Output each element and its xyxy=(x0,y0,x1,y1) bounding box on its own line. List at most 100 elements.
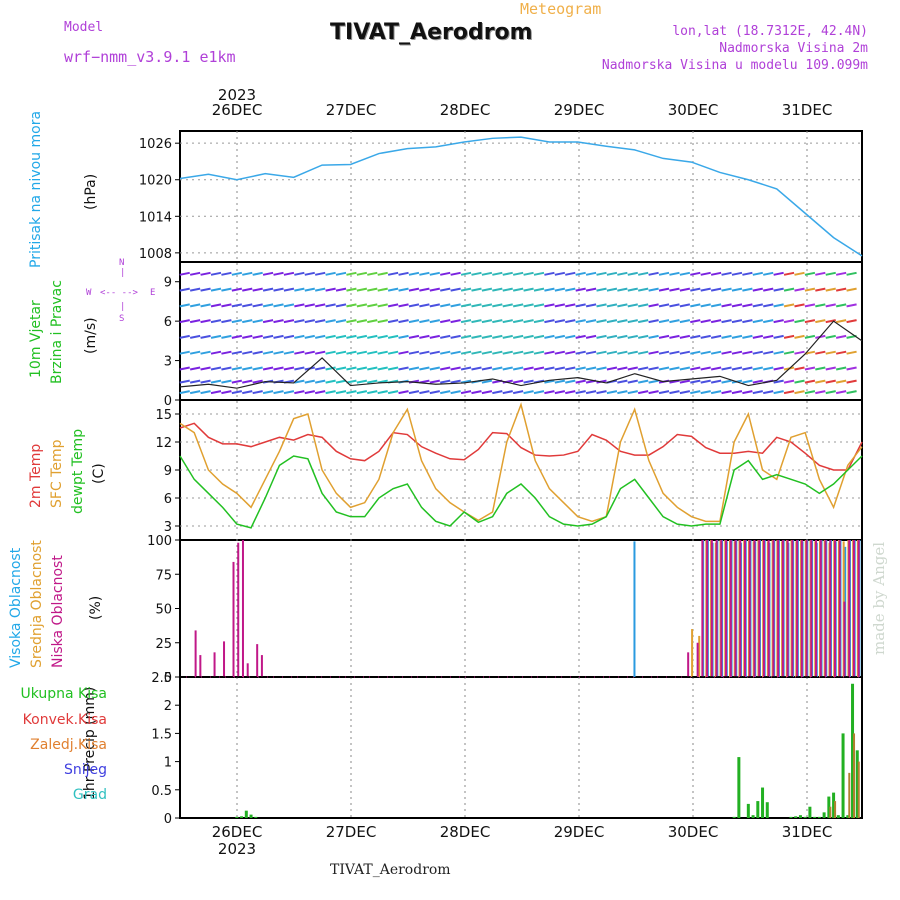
wind-arrow xyxy=(794,350,805,355)
model-label: Model xyxy=(64,20,104,35)
wind-arrow xyxy=(429,390,440,395)
wind-arrow xyxy=(429,366,440,371)
wind-arrow xyxy=(273,390,284,395)
wind-arrow xyxy=(804,379,816,384)
total-precip-bar xyxy=(761,787,765,818)
wind-arrow xyxy=(231,319,243,324)
wind-arrow xyxy=(710,334,722,339)
wind-arrow xyxy=(325,334,336,339)
total-precip-bar xyxy=(822,812,826,818)
wind-arrow xyxy=(377,303,388,308)
wind-arrow xyxy=(554,350,566,355)
wind-arrow xyxy=(658,390,670,395)
sfc-temp-line xyxy=(179,402,863,523)
wind-arrow xyxy=(658,271,670,276)
lonlat-label: lon,lat (18.7312E, 42.4N) xyxy=(672,24,868,39)
wind-arrow xyxy=(189,303,201,308)
wind-arrow xyxy=(231,303,243,308)
wind-arrow xyxy=(471,334,482,339)
wind-arrow xyxy=(710,287,722,292)
wind-arrow xyxy=(794,319,805,324)
wind-arrow xyxy=(773,287,784,292)
wind-arrow xyxy=(658,303,670,308)
wind-arrow xyxy=(512,350,524,355)
wind-arrow xyxy=(387,390,399,395)
wind-arrow xyxy=(231,366,243,371)
bottom-day-label: 30DEC xyxy=(668,823,719,841)
wind-arrow xyxy=(533,350,545,355)
wind-arrow xyxy=(492,287,503,292)
wind-arrow xyxy=(460,334,472,339)
wind-arrow xyxy=(804,350,816,355)
wind-arrow xyxy=(367,271,378,276)
wind-arrow xyxy=(658,287,670,292)
wind-arrow xyxy=(460,390,472,395)
wind-arrow xyxy=(502,271,513,276)
wind-arrow xyxy=(752,366,764,371)
wind-arrow xyxy=(554,319,566,324)
wind-arrow xyxy=(742,319,753,324)
wind-arrow xyxy=(835,390,847,395)
wind-arrow xyxy=(658,366,670,371)
wind-arrow xyxy=(523,303,534,308)
wind-arrow xyxy=(252,287,263,292)
top-day-label: 31DEC xyxy=(782,101,833,119)
wind-arrow xyxy=(804,271,816,276)
low-cloud-bar xyxy=(824,540,827,677)
wind-arrow xyxy=(398,350,409,355)
wind-arrow xyxy=(377,334,388,339)
bottom-day-label: 26DEC xyxy=(212,823,263,841)
wind-arrow xyxy=(356,379,368,384)
wind-arrow xyxy=(596,366,607,371)
y-tick-label: 1014 xyxy=(139,210,172,225)
wind-arrow xyxy=(356,390,368,395)
wind-arrow xyxy=(731,319,743,324)
low-cloud-bar xyxy=(213,652,216,677)
wind-arrow xyxy=(346,390,357,395)
low-cloud-bar xyxy=(843,601,846,677)
total-precip-bar xyxy=(827,796,831,818)
wind-arrow xyxy=(200,379,211,384)
wind-arrow xyxy=(304,390,315,395)
wind-arrow xyxy=(637,319,649,324)
y-tick-label: 9 xyxy=(164,276,172,291)
wind-arrow xyxy=(627,379,638,384)
low-cloud-bar xyxy=(777,540,780,677)
wind-arrow xyxy=(325,366,336,371)
wind-arrow xyxy=(231,271,243,276)
frozen-precip-bar xyxy=(853,733,856,818)
wind-arrow xyxy=(481,287,493,292)
wind-arrow xyxy=(742,379,753,384)
y-tick-label: 25 xyxy=(155,637,172,652)
wind-arrow xyxy=(804,390,816,395)
wind-arrow xyxy=(637,350,649,355)
wind-arrow xyxy=(450,287,461,292)
wind-arrow xyxy=(815,390,826,395)
top-day-label: 26DEC xyxy=(212,101,263,119)
wind-arrow xyxy=(460,271,472,276)
wind-arrow xyxy=(825,379,836,384)
wind-arrow xyxy=(700,334,711,339)
wind-arrow xyxy=(200,334,211,339)
wind-arrow xyxy=(815,366,826,371)
wind-arrow xyxy=(742,334,753,339)
wind-arrow xyxy=(377,350,388,355)
wind-arrow xyxy=(825,303,836,308)
wind-arrow xyxy=(283,366,295,371)
wind-arrow xyxy=(544,303,555,308)
wind-arrow xyxy=(367,334,378,339)
wind-arrow xyxy=(554,303,566,308)
wind-arrow xyxy=(179,319,190,324)
wind-arrow xyxy=(710,366,722,371)
wind-arrow xyxy=(544,390,555,395)
wind-arrow xyxy=(700,319,711,324)
low-cloud-bar xyxy=(786,540,789,677)
wind-arrow xyxy=(325,319,336,324)
wind-arrow xyxy=(450,271,461,276)
wind-arrow xyxy=(575,379,586,384)
wind-arrow xyxy=(294,271,305,276)
wind-arrow xyxy=(377,390,388,395)
wind-arrow xyxy=(794,303,805,308)
wind-arrow xyxy=(815,379,826,384)
y-tick-label: 2.5 xyxy=(151,671,172,686)
